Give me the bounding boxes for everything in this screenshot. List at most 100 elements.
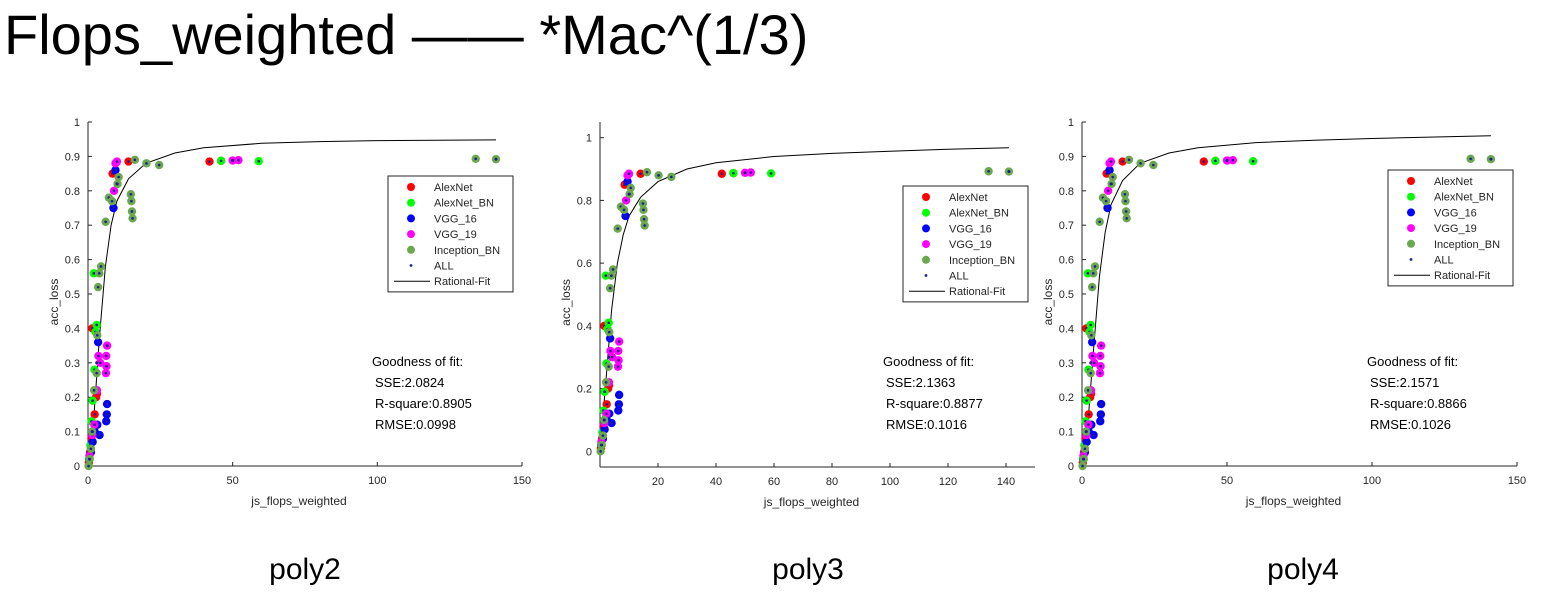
- data-point-center: [642, 217, 646, 221]
- y-tick-label: 0.1: [65, 427, 80, 439]
- y-tick-label: 0.3: [1059, 358, 1074, 370]
- x-tick-label: 0: [1079, 475, 1085, 487]
- chart-panel-poly4: 0 50 100 150 0 0.1 0.2 0.3 0.4 0.5 0.6 0.7 0.8 0.9 1 js…: [995, 100, 1535, 525]
- data-point-center: [1125, 217, 1128, 220]
- y-tick-label: 0.4: [65, 323, 80, 335]
- data-point-center: [1091, 354, 1094, 358]
- legend-label: VGG_19: [434, 229, 477, 241]
- data-point-center: [105, 402, 109, 406]
- data-point-center: [639, 172, 642, 176]
- goodness-stat: R-square:0.8905: [375, 396, 472, 411]
- y-tick-label: 1: [1068, 117, 1074, 129]
- legend-box: [902, 185, 1029, 303]
- data-point-all: [1081, 457, 1085, 461]
- goodness-stat: SSE:2.1571: [1370, 375, 1439, 390]
- data-point-center: [1092, 272, 1095, 275]
- y-tick-label: 0.8: [1059, 186, 1074, 198]
- goodness-stat: RMSE:0.1026: [1370, 417, 1451, 432]
- y-tick-label: 0.5: [1059, 289, 1074, 301]
- chart-panel-poly2: 0 50 100 150 0 0.1 0.2 0.3 0.4 0.5 0.6 0.7 0.8 0.9 1 js…: [0, 100, 540, 525]
- data-point-center: [611, 268, 615, 271]
- data-point-center: [1111, 175, 1115, 179]
- x-tick-label: 120: [939, 476, 957, 488]
- data-point-center: [130, 210, 134, 213]
- data-point-all: [87, 457, 91, 461]
- data-point-center: [617, 340, 621, 343]
- data-point-center: [95, 323, 98, 327]
- legend-swatch-all: [409, 264, 413, 267]
- data-point-center: [616, 365, 620, 368]
- data-point-center: [720, 172, 724, 176]
- data-point-all: [1089, 361, 1093, 365]
- legend-swatch-alexnet: [407, 183, 415, 191]
- data-point-center: [96, 340, 100, 344]
- legend-label: AlexNet_BN: [434, 198, 494, 210]
- data-point-center: [1099, 364, 1102, 368]
- legend-swatch-inception-bn: [922, 255, 930, 264]
- chart-poly3: 20 40 60 80 100 120 140 0 0.2 0.4 0.6 0.8 1 js_flops_…: [559, 122, 1035, 509]
- data-point-center: [1124, 199, 1127, 203]
- data-point-center: [610, 355, 614, 359]
- data-point-center: [133, 158, 137, 162]
- y-tick-label: 0.3: [65, 358, 80, 370]
- data-point-all: [95, 361, 99, 365]
- legend-swatch-alexnet: [922, 193, 930, 201]
- goodness-title: Goodness of fit:: [1367, 354, 1458, 369]
- data-point-center: [1109, 160, 1113, 163]
- data-point-center: [1139, 161, 1142, 165]
- x-tick-label: 50: [1221, 475, 1233, 487]
- data-point-center: [1106, 206, 1109, 210]
- legend-label: AlexNet: [949, 192, 988, 204]
- x-axis-label: js_flops_weighted: [763, 495, 859, 509]
- data-point-all: [231, 159, 235, 163]
- data-point-center: [1085, 399, 1088, 402]
- data-point-center: [115, 160, 119, 163]
- legend-label: ALL: [434, 261, 454, 273]
- data-point-center: [605, 402, 608, 406]
- data-point-center: [642, 208, 645, 212]
- chart-poly4: 0 50 100 150 0 0.1 0.2 0.3 0.4 0.5 0.6 0.7 0.8 0.9 1 js…: [1041, 117, 1526, 508]
- legend-label: VGG_16: [949, 223, 992, 235]
- data-point-all: [599, 443, 603, 447]
- data-point-all: [1109, 182, 1113, 186]
- y-tick-label: 0.7: [1059, 220, 1074, 232]
- data-point-center: [603, 390, 606, 394]
- page-title: Flops_weighted —— *Mac^(1/3): [4, 3, 809, 66]
- data-point-center: [627, 172, 631, 176]
- data-point-center: [769, 172, 773, 175]
- legend-label: ALL: [1434, 255, 1454, 267]
- data-point-center: [157, 163, 161, 167]
- data-point-center: [97, 272, 101, 275]
- data-point-center: [1081, 464, 1084, 468]
- goodness-stat: RMSE:0.0998: [375, 417, 456, 432]
- data-point-center: [616, 409, 620, 412]
- data-point-all: [602, 418, 606, 422]
- data-point-center: [117, 175, 120, 179]
- data-point-center: [1099, 402, 1103, 406]
- data-point-center: [95, 371, 98, 375]
- y-tick-label: 0.8: [65, 186, 80, 198]
- caption-poly3: poly3: [772, 553, 844, 586]
- data-point-center: [617, 402, 621, 406]
- data-point-center: [110, 199, 114, 203]
- data-point-center: [1214, 159, 1217, 163]
- data-point-center: [104, 419, 108, 423]
- data-point-center: [1086, 272, 1090, 275]
- data-point-center: [608, 286, 612, 290]
- legend-swatch-alexnet: [1407, 177, 1415, 185]
- x-tick-label: 50: [227, 475, 239, 487]
- data-point-center: [89, 447, 93, 451]
- data-point-center: [604, 274, 608, 277]
- data-point-all: [1007, 170, 1011, 174]
- data-point-center: [1090, 285, 1094, 289]
- data-point-center: [1202, 160, 1206, 163]
- data-point-center: [87, 464, 90, 468]
- data-point-center: [129, 192, 133, 196]
- legend-label: VGG_19: [949, 239, 992, 251]
- data-point-center: [657, 174, 660, 177]
- data-point-center: [1083, 447, 1087, 451]
- legend-swatch-all: [1409, 258, 1413, 261]
- data-point-all: [494, 157, 498, 161]
- data-point-center: [1087, 413, 1090, 416]
- chart-panel-poly3: 20 40 60 80 100 120 140 0 0.2 0.4 0.6 0.8 1 js_flops_…: [515, 100, 1055, 525]
